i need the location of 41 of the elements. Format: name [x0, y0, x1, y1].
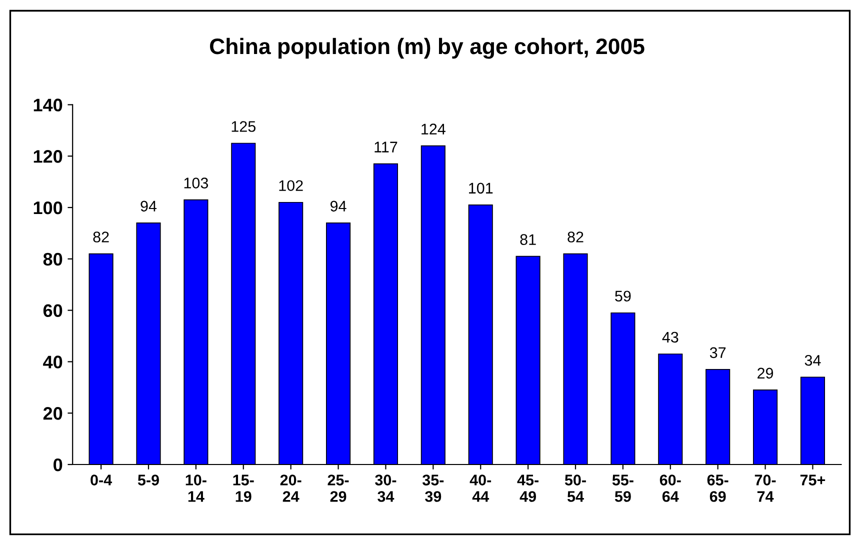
- data-label: 29: [758, 368, 774, 379]
- data-label: 81: [520, 234, 536, 245]
- x-tick-label: 55- 59: [612, 474, 634, 502]
- x-tick-label: 0-4: [90, 474, 112, 486]
- y-tick-label: 20: [43, 407, 62, 420]
- x-tick-label: 60- 64: [660, 474, 681, 502]
- y-tick-label: 0: [54, 458, 62, 472]
- data-label: 37: [710, 347, 726, 358]
- x-tick-label: 30- 34: [375, 474, 396, 502]
- y-tick-label: 40: [43, 356, 62, 368]
- data-label: 34: [804, 354, 821, 366]
- x-tick-label: 25- 29: [328, 474, 349, 502]
- x-tick-label: 5-9: [138, 474, 159, 486]
- data-label: 124: [422, 124, 446, 134]
- x-tick-label: 10- 14: [186, 474, 206, 502]
- data-label: 82: [93, 232, 109, 242]
- data-label: 117: [374, 142, 398, 152]
- x-tick-label: 75+: [800, 474, 826, 486]
- x-tick-label: 15- 19: [233, 474, 254, 502]
- x-tick-label: 70- 74: [754, 474, 776, 502]
- y-tick-label: 120: [34, 150, 62, 163]
- x-tick-label: 20- 24: [280, 474, 302, 502]
- data-label: 82: [568, 232, 584, 242]
- data-label: 59: [615, 290, 631, 302]
- x-tick-label: 65- 69: [707, 474, 728, 502]
- x-tick-label: 45- 49: [517, 474, 538, 502]
- x-tick-label: 50- 54: [564, 474, 586, 502]
- x-tick-label: 35- 39: [422, 474, 444, 502]
- y-tick-label: 140: [34, 98, 62, 112]
- data-label: 94: [140, 200, 157, 212]
- data-label: 101: [469, 182, 493, 194]
- y-tick-label: 60: [43, 304, 62, 318]
- data-label: 125: [232, 121, 256, 132]
- data-label: 43: [662, 332, 678, 343]
- data-label: 94: [330, 200, 346, 212]
- data-label: 103: [184, 178, 208, 188]
- y-tick-label: 100: [34, 201, 62, 214]
- data-label: 102: [279, 180, 303, 192]
- y-tick-label: 80: [43, 252, 62, 266]
- x-tick-label: 40- 44: [470, 474, 492, 502]
- chart-title: China population (m) by age cohort, 2005: [210, 38, 644, 59]
